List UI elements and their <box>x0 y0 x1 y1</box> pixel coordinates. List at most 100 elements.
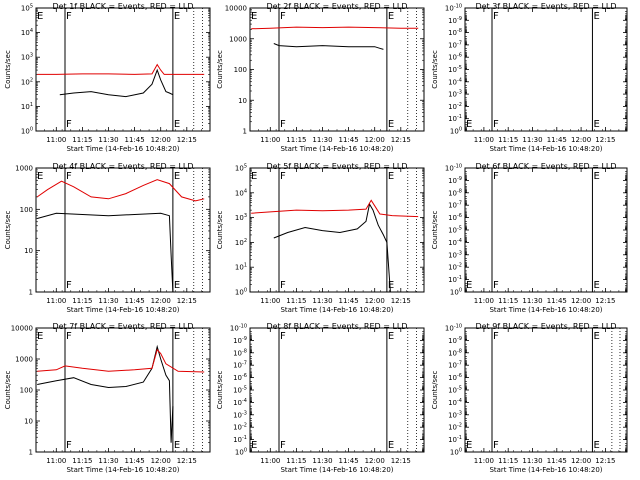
y-tick-label: 102 <box>235 238 247 247</box>
x-tick-label: 11:45 <box>547 457 567 465</box>
x-tick-label: 11:30 <box>98 457 118 465</box>
y-tick-label: 1 <box>243 128 247 136</box>
y-tick-label: 10-9 <box>448 176 462 185</box>
y-tick-label: 10-9 <box>448 16 462 25</box>
y-axis-label: Counts/sec <box>216 211 224 250</box>
x-tick-label: 11:30 <box>312 297 332 305</box>
y-tick-label: 105 <box>21 4 33 13</box>
y-tick-label: 10-1 <box>448 114 462 123</box>
events-rate-line <box>273 202 391 293</box>
event-marker-label: F <box>493 440 499 451</box>
y-tick-label: 10-3 <box>448 90 462 99</box>
detector-panel: Det 1f BLACK = Events, RED = LLD 100 101 10… <box>4 2 211 153</box>
plot-frame <box>249 167 425 293</box>
y-tick-label: 10 <box>24 247 33 255</box>
events-rate-line <box>37 344 174 443</box>
y-tick-label: 10-6 <box>448 53 462 62</box>
y-tick-label: 100 <box>20 387 33 395</box>
event-marker-label: E <box>388 331 394 342</box>
x-tick-label: 12:15 <box>595 297 615 305</box>
x-tick-label: 12:15 <box>391 136 411 144</box>
y-tick-label: 105 <box>235 164 247 173</box>
y-tick-label: 100 <box>450 127 462 136</box>
panel-title: Det 4f BLACK = Events, RED = LLD <box>52 162 193 171</box>
event-marker-label: F <box>66 171 72 182</box>
event-marker-label: E <box>593 331 599 342</box>
y-tick-label: 10-4 <box>448 398 462 407</box>
event-marker-label: E <box>466 440 472 451</box>
y-tick-label: 10-2 <box>448 423 462 432</box>
plot-frame <box>464 167 628 293</box>
event-marker-label: F <box>493 280 499 291</box>
x-tick-label: 11:00 <box>46 457 66 465</box>
event-marker-label: E <box>37 331 43 342</box>
lld-rate-line <box>251 26 419 30</box>
x-tick-label: 11:00 <box>46 297 66 305</box>
y-tick-label: 1 <box>29 289 33 297</box>
x-tick-label: 11:30 <box>98 136 118 144</box>
x-axis-label: Start Time (14-Feb-16 10:48:20) <box>66 145 179 153</box>
event-marker-label: E <box>593 11 599 22</box>
y-tick-label: 10-8 <box>448 348 462 357</box>
y-tick-label: 101 <box>21 102 33 111</box>
y-tick-label: 1 <box>29 449 33 457</box>
y-tick-label: 10-10 <box>445 324 462 333</box>
y-axis-label: Counts/sec <box>216 371 224 410</box>
x-tick-label: 12:00 <box>365 297 385 305</box>
y-tick-label: 102 <box>21 77 33 86</box>
event-marker-label: F <box>66 331 72 342</box>
detector-panel: Det 9f BLACK = Events, RED = LLD 100 10-1 1… <box>431 322 628 474</box>
y-tick-label: 10-4 <box>448 238 462 247</box>
lld-rate-line <box>37 348 205 373</box>
x-tick-label: 11:30 <box>312 457 332 465</box>
x-tick-label: 12:15 <box>595 457 615 465</box>
y-tick-label: 103 <box>235 213 247 222</box>
x-tick-label: 11:00 <box>474 297 494 305</box>
event-marker-label: E <box>388 280 394 291</box>
y-tick-label: 104 <box>21 28 33 37</box>
y-tick-label: 100 <box>21 127 33 136</box>
y-tick-label: 101 <box>235 263 247 272</box>
x-axis-label: Start Time (14-Feb-16 10:48:20) <box>489 306 602 314</box>
y-tick-label: 10-5 <box>448 65 462 74</box>
event-marker-label: F <box>493 119 499 130</box>
y-axis-label: Counts/sec <box>216 50 224 89</box>
x-tick-label: 11:15 <box>498 136 518 144</box>
detector-panel: Det 7f BLACK = Events, RED = LLD 1 10 100 10… <box>4 322 211 474</box>
event-marker-label: E <box>251 11 257 22</box>
x-tick-label: 12:15 <box>391 457 411 465</box>
panel-title: Det 7f BLACK = Events, RED = LLD <box>52 322 193 331</box>
event-marker-label: F <box>493 171 499 182</box>
panel-title: Det 6f BLACK = Events, RED = LLD <box>475 162 616 171</box>
x-tick-label: 11:45 <box>339 297 359 305</box>
event-marker-label: E <box>593 119 599 130</box>
event-marker-label: F <box>493 11 499 22</box>
y-tick-label: 10-4 <box>448 77 462 86</box>
event-marker-label: E <box>388 11 394 22</box>
y-tick-label: 10-3 <box>233 410 247 419</box>
panel-title: Det 1f BLACK = Events, RED = LLD <box>52 2 193 11</box>
event-marker-label: E <box>174 331 180 342</box>
y-tick-label: 100 <box>450 448 462 457</box>
detector-panel: Det 6f BLACK = Events, RED = LLD 100 10-1 1… <box>431 162 628 314</box>
y-tick-label: 10-7 <box>448 201 462 210</box>
x-tick-label: 12:15 <box>595 136 615 144</box>
y-tick-label: 10-4 <box>233 398 247 407</box>
y-tick-label: 10-8 <box>448 28 462 37</box>
events-rate-line <box>59 68 174 98</box>
plot-frame <box>464 7 628 132</box>
event-marker-label: F <box>66 11 72 22</box>
y-tick-label: 10-6 <box>448 373 462 382</box>
y-tick-label: 10-7 <box>448 40 462 49</box>
y-tick-label: 10-6 <box>233 373 247 382</box>
y-tick-label: 10-8 <box>233 348 247 357</box>
x-tick-label: 11:45 <box>125 457 145 465</box>
plot-frame <box>35 7 211 132</box>
x-tick-label: 11:00 <box>474 457 494 465</box>
event-marker-label: E <box>174 11 180 22</box>
plot-frame <box>249 7 425 132</box>
event-marker-label: F <box>66 440 72 451</box>
y-tick-label: 10-3 <box>448 250 462 259</box>
x-axis-label: Start Time (14-Feb-16 10:48:20) <box>66 466 179 474</box>
